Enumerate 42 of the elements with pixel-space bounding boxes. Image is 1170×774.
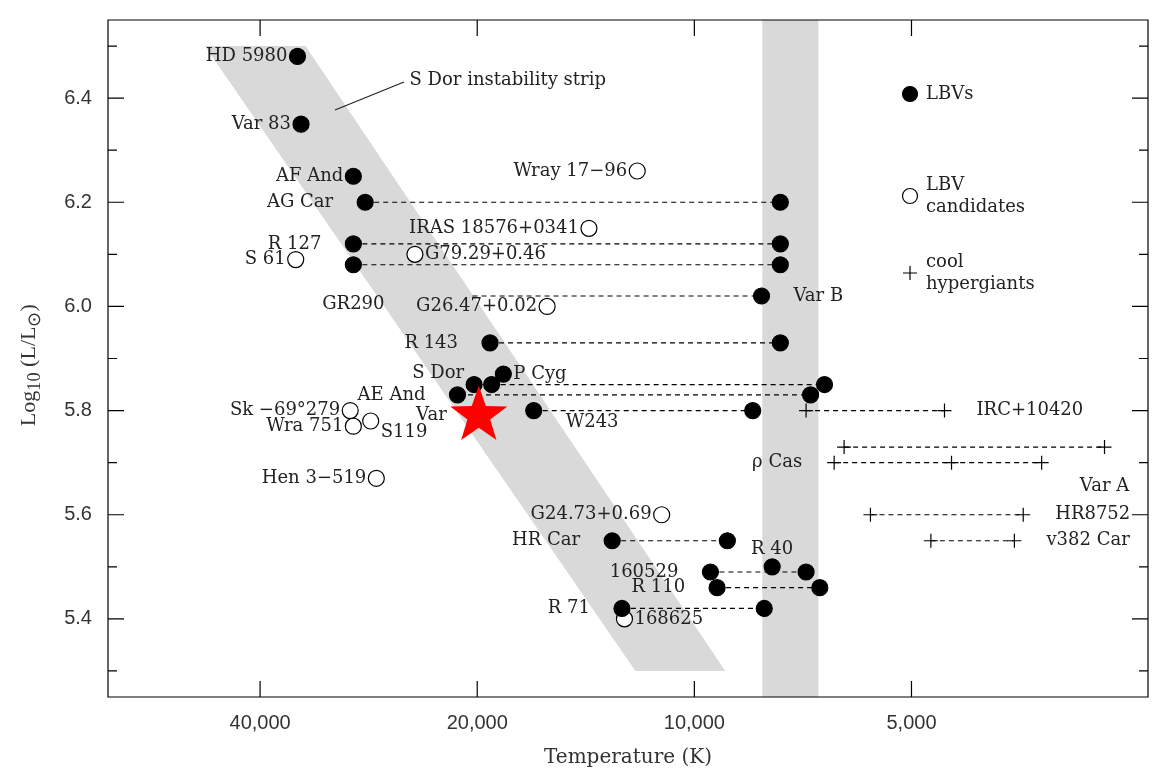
y-tick-label: 5.4 [64,606,92,629]
x-axis-title: Temperature (K) [544,744,712,769]
legend-label: cool hypergiants [926,249,1035,293]
annotation: IRAS 18576+0341 [409,215,579,237]
annotation: Var B [792,283,844,305]
annotation: G24.73+0.69 [530,502,652,524]
y-tick-label: 6.4 [64,85,92,108]
annotation: S Dor [412,360,465,382]
x-tick-label: 20,000 [446,710,508,733]
annotation: GR290 [322,291,385,313]
annotation: ρ Cas [752,450,803,472]
annotation: S Dor instability strip [409,68,606,90]
legend-label: LBV candidates [926,172,1026,216]
annotation: 168625 [634,606,704,628]
annotation: S119 [380,420,428,442]
annotation: P Cyg [513,361,567,383]
annotation: Var 83 [230,111,292,133]
annotation: IRC+10420 [976,398,1084,420]
annotation: W243 [565,409,619,431]
x-tick-label: 5,000 [886,710,937,733]
annotation: Hen 3−519 [261,465,367,487]
annotation: v382 Car [1045,528,1131,550]
annotation: Wray 17−96 [513,158,628,180]
y-tick-label: 5.8 [64,398,92,421]
y-tick-label: 6.0 [64,293,92,316]
annotation: HD 5980 [205,44,288,66]
annotation: HR8752 [1055,502,1131,524]
annotation: Var A [1078,474,1131,496]
annotation: R 143 [404,330,459,352]
annotation: G26.47+0.02 [416,294,538,316]
x-tick-label: 10,000 [663,710,725,733]
x-tick-label: 40,000 [229,710,291,733]
annotation: R 71 [547,596,590,618]
annotation: AG Car [265,189,334,211]
y-tick-label: 5.6 [64,502,92,525]
legend-label: LBVs [926,81,974,103]
annotation: G79.29+0.46 [424,242,547,264]
annotation: R 40 [751,536,794,558]
annotation: AE And [356,382,426,404]
annotation: AF And [275,163,344,185]
annotation: HR Car [512,528,581,550]
y-tick-label: 6.2 [64,189,92,212]
